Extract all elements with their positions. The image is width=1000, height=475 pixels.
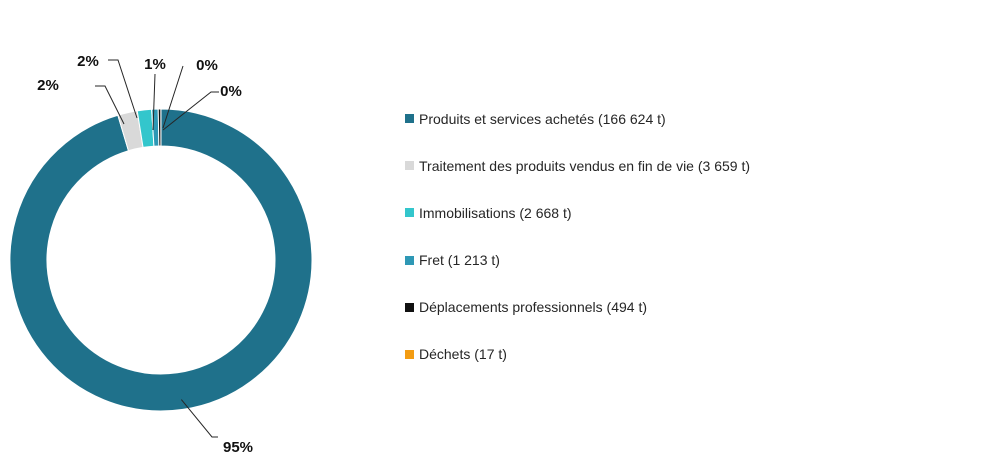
legend-label-5: Déchets (17 t) (419, 346, 507, 362)
legend-item-5: Déchets (17 t) (405, 343, 750, 366)
data-label-3: 1% (144, 56, 166, 73)
legend-swatch-0 (405, 114, 414, 123)
donut-slice-0 (10, 109, 312, 411)
legend-label-0: Produits et services achetés (166 624 t) (419, 111, 666, 127)
legend-swatch-5 (405, 350, 414, 359)
legend-label-1: Traitement des produits vendus en fin de… (419, 158, 750, 174)
data-label-1: 2% (37, 77, 59, 94)
legend-swatch-3 (405, 256, 414, 265)
legend-label-2: Immobilisations (2 668 t) (419, 205, 572, 221)
legend-label-3: Fret (1 213 t) (419, 252, 500, 268)
legend-label-4: Déplacements professionnels (494 t) (419, 299, 647, 315)
legend-item-4: Déplacements professionnels (494 t) (405, 296, 750, 319)
data-label-2: 2% (77, 53, 99, 70)
legend: Produits et services achetés (166 624 t)… (405, 107, 750, 390)
legend-item-0: Produits et services achetés (166 624 t) (405, 107, 750, 130)
legend-item-3: Fret (1 213 t) (405, 249, 750, 272)
legend-swatch-4 (405, 303, 414, 312)
data-label-0: 95% (223, 439, 253, 456)
donut-slices (10, 109, 312, 411)
legend-item-2: Immobilisations (2 668 t) (405, 201, 750, 224)
data-label-4: 0% (196, 57, 218, 74)
legend-item-1: Traitement des produits vendus en fin de… (405, 154, 750, 177)
data-label-5: 0% (220, 83, 242, 100)
legend-swatch-2 (405, 208, 414, 217)
leader-line-2 (108, 60, 137, 118)
legend-swatch-1 (405, 161, 414, 170)
